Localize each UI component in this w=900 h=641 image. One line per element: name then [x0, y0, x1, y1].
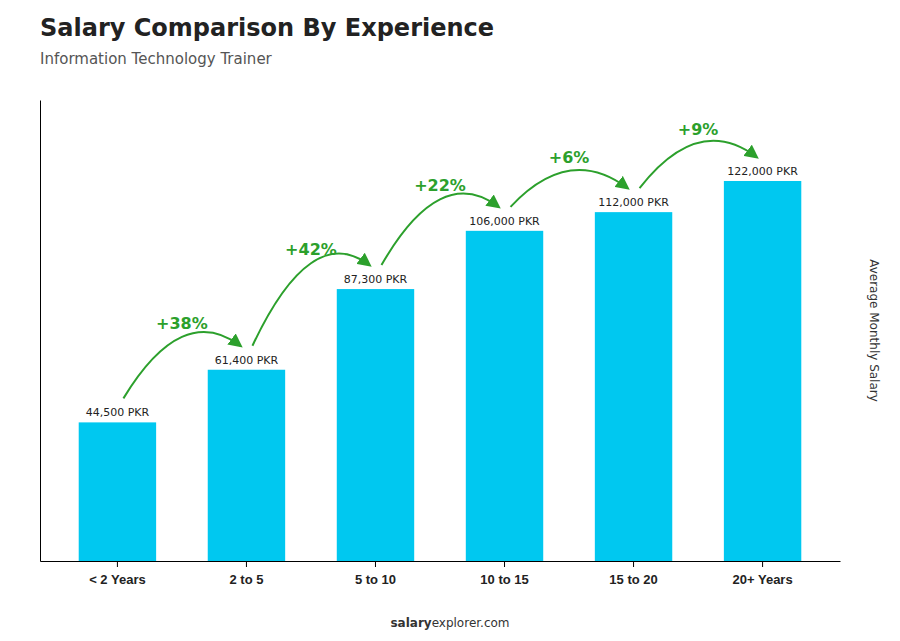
bars [79, 181, 802, 561]
x-tick-mark [246, 561, 247, 567]
x-tick-label: 15 to 20 [609, 572, 657, 587]
x-tick-mark [117, 561, 118, 567]
x-tick: 10 to 15 [480, 561, 528, 587]
y-axis [40, 101, 41, 562]
annotation-arrow [252, 254, 369, 346]
data-label: 112,000 PKR [598, 196, 669, 209]
x-tick: 5 to 10 [355, 561, 396, 587]
x-tick: 2 to 5 [229, 561, 263, 587]
bar [724, 181, 801, 561]
x-tick: 20+ Years [733, 561, 793, 587]
annotation-arrow [511, 170, 628, 207]
annotation: +6% [549, 148, 590, 167]
data-label: 87,300 PKR [344, 273, 408, 286]
data-label: 61,400 PKR [215, 354, 279, 367]
bar [466, 231, 543, 561]
x-tick-mark [633, 561, 634, 567]
plot: < 2 Years 2 to 5 5 to 10 10 to 15 15 to 20 20… [41, 101, 841, 588]
x-tick-mark [375, 561, 376, 567]
annotation: +9% [678, 120, 719, 139]
annotation: +22% [414, 176, 466, 195]
bar [595, 212, 672, 561]
x-tick-label: 10 to 15 [480, 572, 528, 587]
x-tick-mark [504, 561, 505, 567]
annotation-arrow [381, 194, 498, 265]
chart: Salary Comparison By Experience Informati… [0, 0, 900, 641]
data-labels: 44,500 PKR 61,400 PKR 87,300 PKR 106,000 PK… [86, 165, 798, 419]
x-tick-label: 2 to 5 [229, 572, 263, 587]
footer-part: salary [390, 616, 431, 630]
footer: salaryexplorer.com [390, 616, 509, 630]
x-tick: < 2 Years [89, 561, 146, 587]
data-label: 44,500 PKR [86, 406, 150, 419]
subtitle: Information Technology Trainer [40, 50, 273, 68]
x-axis-line [41, 561, 841, 562]
annotations: +38% +42% +22% +6% +9% [123, 120, 756, 399]
x-tick-label: 20+ Years [733, 572, 793, 587]
bar [79, 422, 156, 561]
footer-part: explorer.com [432, 616, 510, 630]
x-tick-label: < 2 Years [89, 572, 146, 587]
x-tick-label: 5 to 10 [355, 572, 396, 587]
y-axis-title: Average Monthly Salary [867, 259, 881, 402]
title: Salary Comparison By Experience [40, 14, 494, 42]
annotation: +42% [285, 240, 337, 259]
bar [208, 370, 285, 561]
x-tick-mark [762, 561, 763, 567]
x-axis: < 2 Years 2 to 5 5 to 10 10 to 15 15 to 20 20… [41, 561, 841, 587]
y-axis-line [40, 101, 41, 562]
bar [337, 289, 414, 561]
data-label: 106,000 PKR [469, 215, 540, 228]
data-label: 122,000 PKR [727, 165, 798, 178]
x-tick: 15 to 20 [609, 561, 657, 587]
annotation-arrow [640, 141, 757, 188]
annotation: +38% [156, 314, 208, 333]
annotation-arrow [123, 332, 240, 398]
